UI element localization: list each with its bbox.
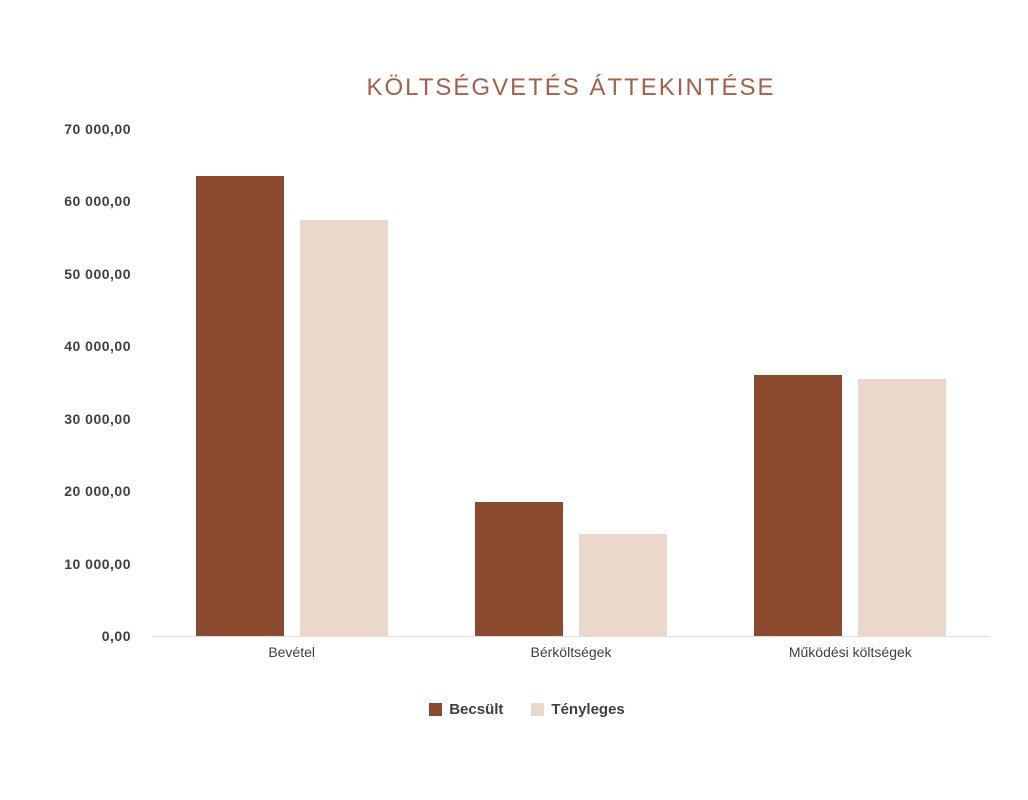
- bar-tenyleges-mukodesi-koltsegek: [858, 378, 947, 636]
- legend: Becsült Tényleges: [0, 701, 1028, 718]
- legend-label-becsult: Becsült: [449, 701, 504, 718]
- legend-label-tenyleges: Tényleges: [551, 701, 625, 718]
- legend-swatch-tenyleges: [531, 703, 545, 716]
- bar-group-mukodesi-koltsegek: Működési költségek: [711, 129, 990, 660]
- bar-tenyleges-berkoltsegek: [578, 533, 667, 636]
- y-axis-tick-label: 20 000,00: [64, 483, 131, 500]
- y-axis-tick-label: 30 000,00: [64, 410, 131, 427]
- legend-item-becsult: Becsült: [429, 701, 503, 718]
- y-axis: 0,00 10 000,00 20 000,00 30 000,00 40 000,00…: [0, 122, 131, 643]
- plot-area: Bevétel Bérköltségek Működési költségek: [152, 129, 990, 660]
- category-label-mukodesi-koltsegek: Működési költségek: [788, 644, 912, 660]
- bar-becsult-mukodesi-koltsegek: [754, 375, 843, 636]
- y-axis-tick-label: 70 000,00: [64, 121, 131, 137]
- bar-group-bevetel: Bevétel: [152, 129, 431, 660]
- category-label-bevetel: Bevétel: [268, 644, 316, 660]
- y-axis-tick-label: 50 000,00: [64, 265, 131, 282]
- y-axis-tick-label: 40 000,00: [64, 338, 131, 355]
- category-label-berkoltsegek: Bérköltségek: [530, 644, 612, 660]
- bar-group-berkoltsegek: Bérköltségek: [431, 129, 710, 660]
- bar-tenyleges-bevetel: [299, 219, 388, 636]
- y-axis-tick-label: 10 000,00: [64, 555, 131, 572]
- chart-title: KÖLTSÉGVETÉS ÁTTEKINTÉSE: [366, 74, 776, 101]
- legend-swatch-becsult: [429, 703, 443, 716]
- legend-item-tenyleges: Tényleges: [531, 701, 625, 718]
- y-axis-tick-label: 0,00: [101, 628, 131, 644]
- bar-becsult-bevetel: [195, 176, 284, 636]
- y-axis-tick-label: 60 000,00: [64, 193, 131, 210]
- bar-becsult-berkoltsegek: [474, 502, 563, 636]
